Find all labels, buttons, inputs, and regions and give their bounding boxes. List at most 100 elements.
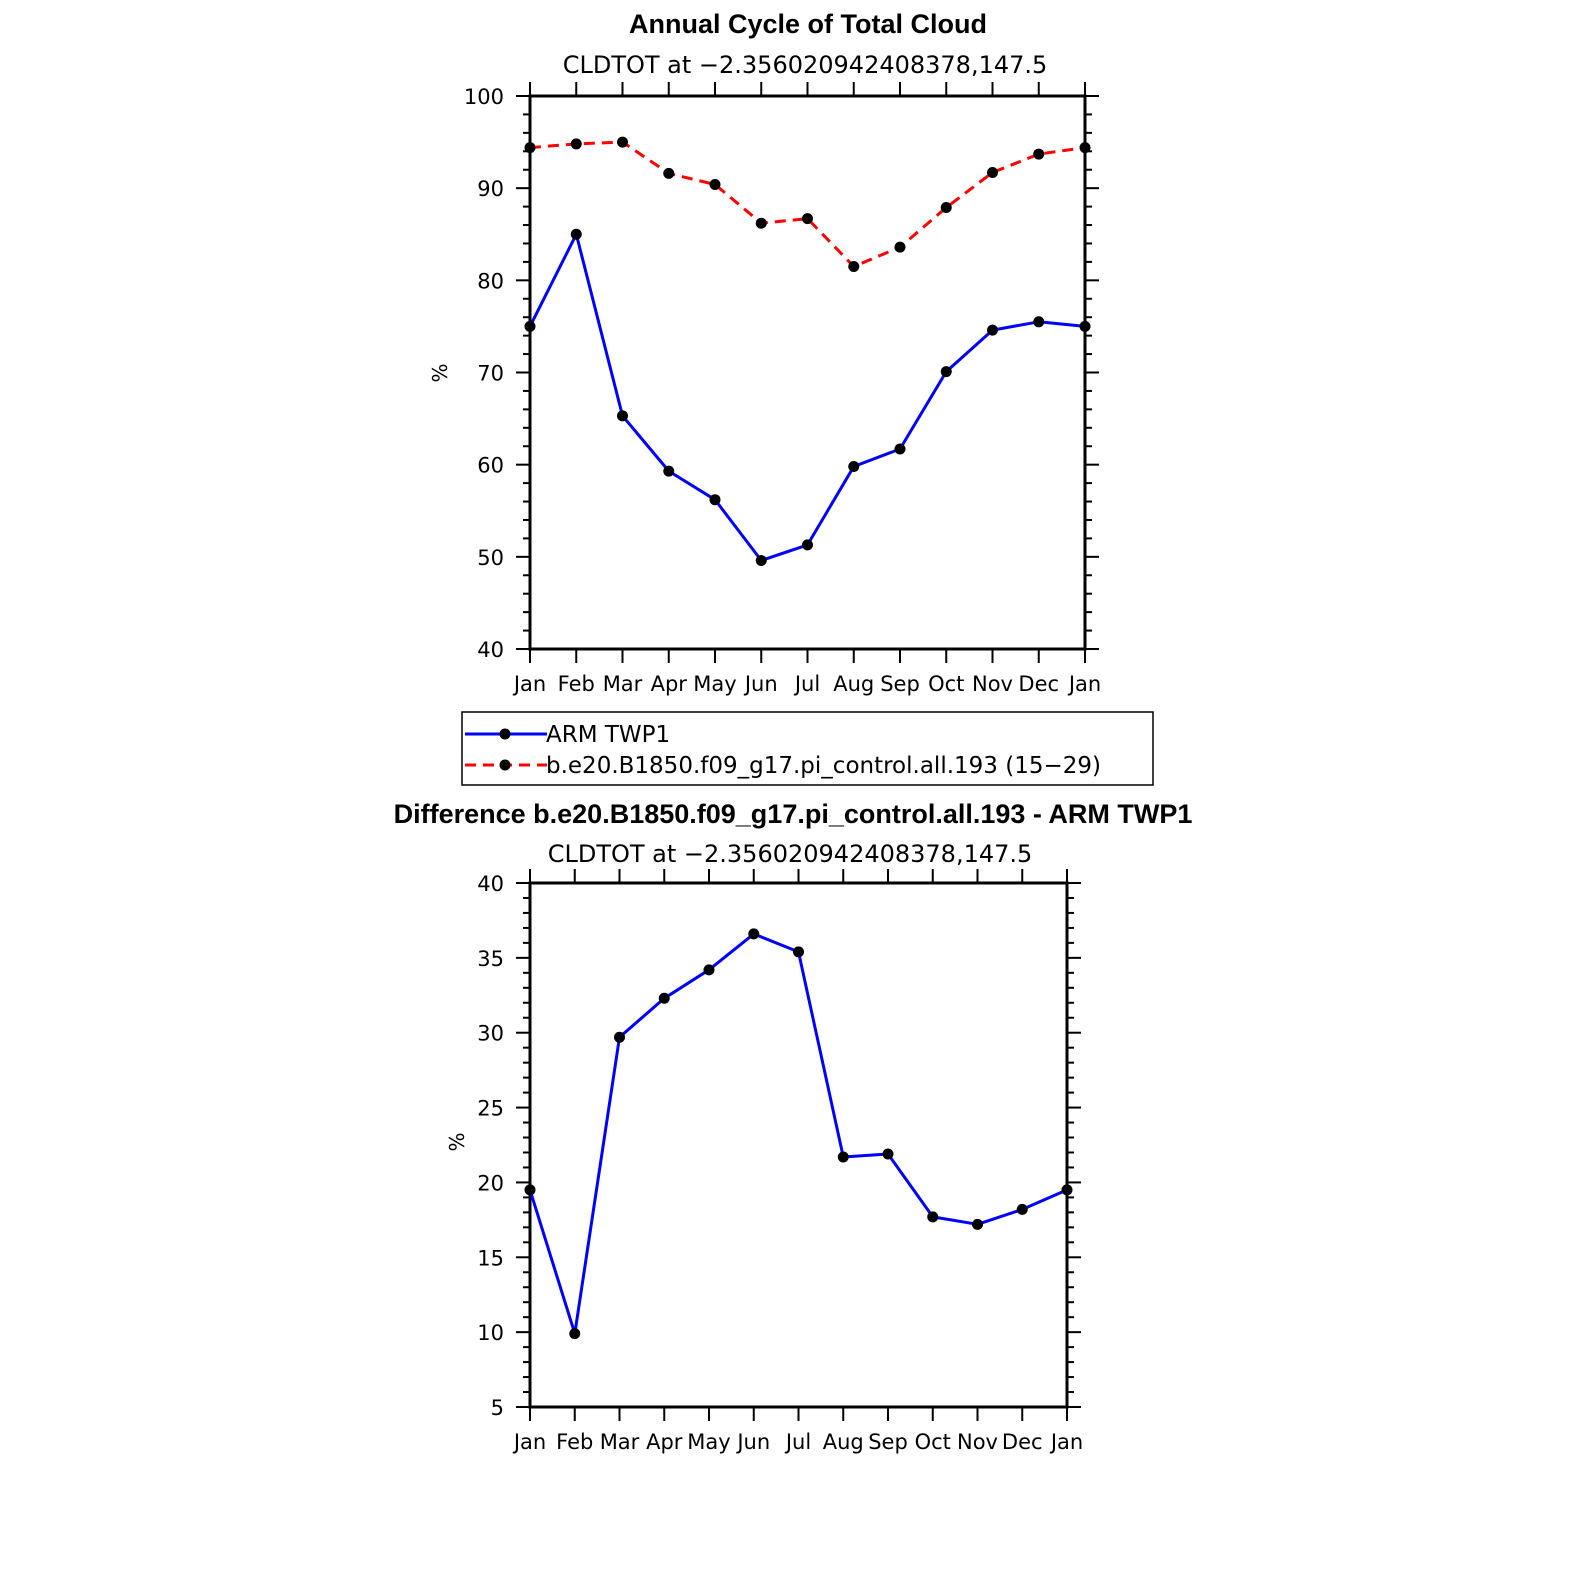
x-tick-label: Feb	[556, 1430, 593, 1454]
data-point	[524, 320, 536, 332]
y-tick-label: 10	[477, 1321, 504, 1345]
data-point	[709, 178, 721, 190]
y-tick-label: 100	[464, 85, 504, 109]
data-point	[663, 167, 675, 179]
data-point	[663, 465, 675, 477]
x-ticks: Jan Feb Mar Apr May Jun Jul Aug Sep Oct Nov Dec Jan	[512, 869, 1083, 1454]
y-tick-label: 15	[477, 1246, 504, 1270]
x-tick-label: Apr	[646, 1430, 683, 1454]
data-point	[1061, 1184, 1073, 1196]
y-tick-label: 90	[477, 177, 504, 201]
data-point	[1033, 148, 1045, 160]
y-tick-label: 40	[477, 872, 504, 896]
plot-frame	[528, 881, 1069, 1409]
data-point	[972, 1218, 983, 1230]
series-line-0	[528, 932, 1068, 1336]
data-point	[940, 366, 952, 378]
x-tick-label: Aug	[823, 1430, 864, 1454]
data-point	[802, 213, 813, 225]
x-tick-label: Dec	[1018, 672, 1059, 696]
data-point	[709, 494, 721, 506]
y-axis-label: %	[428, 363, 452, 382]
chart-title: Difference b.e20.B1850.f09_g17.pi_contro…	[394, 799, 1193, 829]
data-point	[793, 946, 804, 958]
x-tick-label: Sep	[880, 672, 920, 696]
x-tick-label: Oct	[915, 1430, 951, 1454]
data-point	[703, 964, 715, 976]
y-tick-label: 25	[477, 1097, 504, 1121]
data-point	[570, 228, 582, 240]
x-tick-label: Jun	[735, 1430, 770, 1454]
y-tick-label: 50	[477, 546, 504, 570]
x-tick-label: Oct	[928, 672, 964, 696]
data-point	[882, 1148, 894, 1160]
x-tick-label: Mar	[600, 1430, 640, 1454]
legend-entry-model: b.e20.B1850.f09_g17.pi_control.all.193 (…	[546, 753, 1101, 779]
data-point	[848, 461, 860, 473]
data-point	[1079, 320, 1091, 332]
x-tick-label: Feb	[558, 672, 595, 696]
x-tick-label: Jan	[512, 1430, 546, 1454]
y-axis-label: %	[445, 1132, 469, 1151]
x-tick-label: Jul	[793, 672, 820, 696]
plot-frame	[528, 94, 1087, 651]
x-ticks: Jan Feb Mar Apr May Jun Jul Aug Sep Oct Nov Dec Jan	[512, 82, 1101, 696]
x-tick-label: Sep	[868, 1430, 908, 1454]
chart-title: Annual Cycle of Total Cloud	[629, 9, 987, 39]
data-point	[524, 1184, 536, 1196]
data-point	[802, 539, 813, 551]
data-point	[1079, 142, 1091, 154]
data-point	[1016, 1203, 1028, 1215]
data-point	[837, 1151, 849, 1163]
chart-subtitle: CLDTOT at −2.356020942408378,147.5	[548, 840, 1033, 868]
difference-chart: Difference b.e20.B1850.f09_g17.pi_contro…	[394, 799, 1193, 1454]
y-tick-label: 20	[477, 1171, 504, 1195]
data-point	[927, 1211, 939, 1223]
x-tick-label: Jan	[1067, 672, 1101, 696]
x-tick-label: Jan	[512, 672, 546, 696]
x-tick-label: Dec	[1002, 1430, 1043, 1454]
y-tick-label: 40	[477, 638, 504, 662]
y-tick-label: 5	[491, 1396, 504, 1420]
x-tick-label: May	[693, 672, 736, 696]
data-point	[987, 324, 998, 336]
y-tick-label: 35	[477, 947, 504, 971]
data-point	[614, 1031, 625, 1043]
x-tick-label: Nov	[957, 1430, 998, 1454]
y-ticks: 5 10 15 20 25 30 35 40	[477, 872, 1081, 1420]
data-point	[658, 992, 670, 1004]
series-line-0	[528, 232, 1086, 562]
x-tick-label: Jun	[743, 672, 778, 696]
legend-marker-model	[499, 759, 511, 771]
x-tick-label: Nov	[972, 672, 1013, 696]
x-tick-label: Jul	[784, 1430, 811, 1454]
data-point	[617, 136, 628, 148]
data-point	[755, 217, 767, 229]
chart-subtitle: CLDTOT at −2.356020942408378,147.5	[563, 51, 1048, 79]
series-layer	[524, 136, 1091, 567]
data-point	[848, 261, 860, 273]
legend-box	[461, 711, 1154, 786]
data-point	[987, 166, 998, 178]
data-point	[755, 555, 767, 567]
data-point	[940, 202, 952, 214]
x-tick-label: Aug	[833, 672, 874, 696]
data-point	[1033, 316, 1045, 328]
legend-marker-arm-twp1	[499, 728, 511, 740]
y-tick-label: 60	[477, 454, 504, 478]
y-tick-label: 70	[477, 362, 504, 386]
data-point	[617, 410, 628, 422]
y-tick-label: 30	[477, 1022, 504, 1046]
y-ticks: 40 50 60 70 80 90 100	[464, 85, 1099, 662]
x-tick-label: Apr	[651, 672, 688, 696]
data-point	[524, 142, 536, 154]
x-tick-label: May	[687, 1430, 730, 1454]
data-point	[569, 1328, 581, 1340]
x-tick-label: Mar	[603, 672, 643, 696]
data-point	[894, 241, 906, 253]
annual-cycle-chart: Annual Cycle of Total Cloud CLDTOT at −2…	[428, 9, 1154, 786]
data-point	[894, 443, 906, 455]
x-tick-label: Jan	[1049, 1430, 1083, 1454]
legend: ARM TWP1 b.e20.B1850.f09_g17.pi_control.…	[461, 711, 1154, 786]
